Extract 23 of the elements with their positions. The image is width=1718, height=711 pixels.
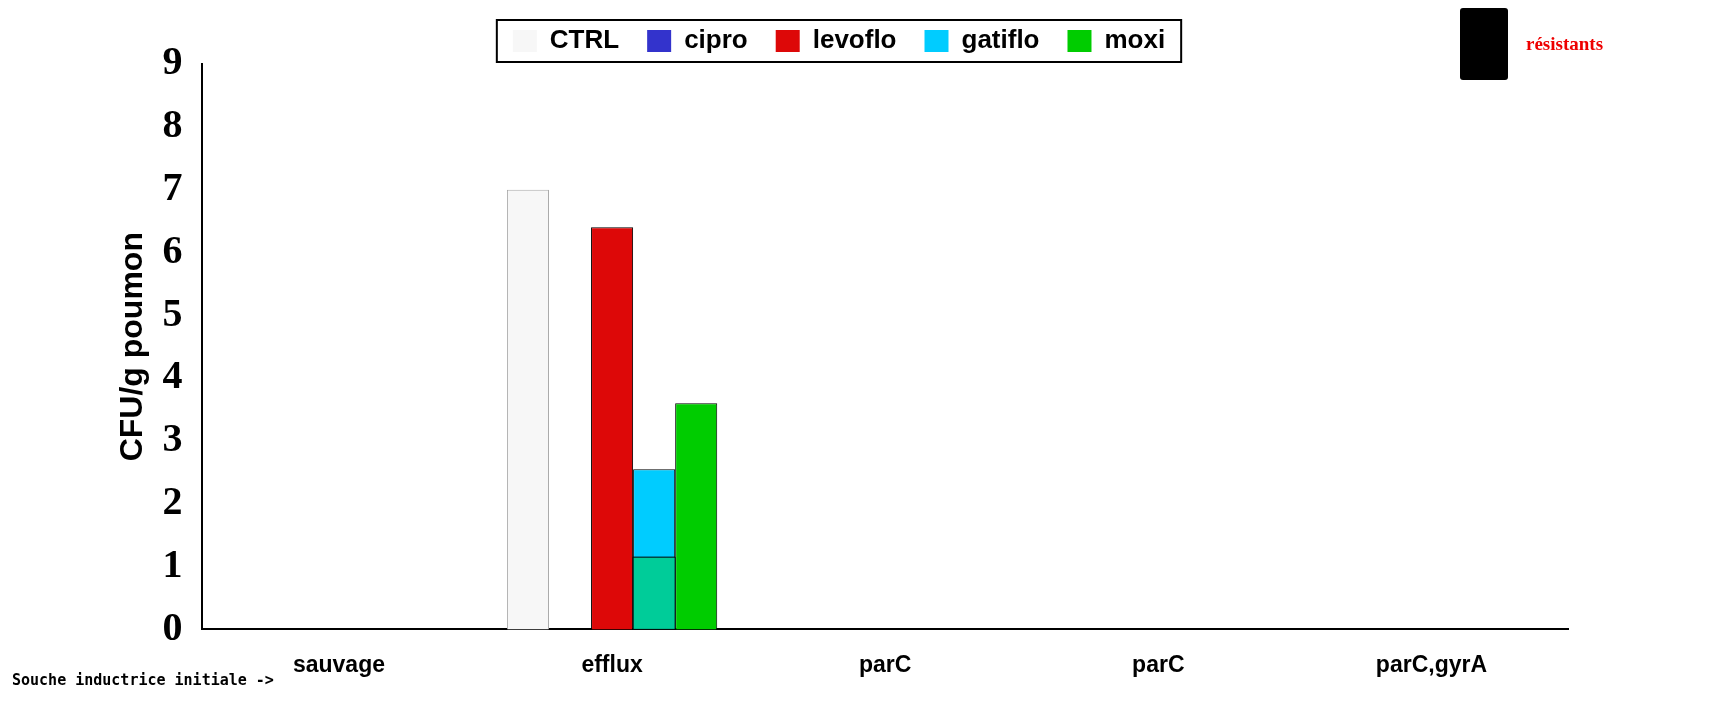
y-tick-label: 2	[162, 478, 183, 524]
y-tick-label: 0	[162, 603, 183, 649]
y-tick-label: 7	[162, 163, 183, 209]
legend-label: gatiflo	[961, 24, 1040, 55]
legend-label: CTRL	[549, 24, 620, 55]
x-axis-title: Souche inductrice initiale ->	[12, 670, 274, 689]
x-tick-label: parC	[1132, 650, 1185, 677]
y-tick-label: 8	[162, 101, 183, 147]
y-tick-label: 3	[162, 415, 183, 461]
x-tick-label: efflux	[581, 650, 643, 677]
text: résistants	[1526, 33, 1604, 55]
y-tick-label: 4	[162, 352, 183, 398]
y-axis-title: CFU/g poumon	[113, 232, 150, 462]
y-tick-label: 5	[162, 289, 183, 335]
y-tick-label: 6	[162, 226, 183, 272]
x-tick-label: parC	[859, 650, 912, 677]
legend-label: cipro	[684, 24, 748, 55]
x-tick-label: parC,gyrA	[1375, 650, 1488, 677]
x-tick-label: sauvage	[292, 650, 385, 677]
y-tick-label: 1	[162, 540, 183, 586]
y-tick-label: 9	[162, 38, 183, 84]
legend-label: moxi	[1104, 24, 1166, 55]
legend-label: levoflo	[812, 24, 897, 55]
